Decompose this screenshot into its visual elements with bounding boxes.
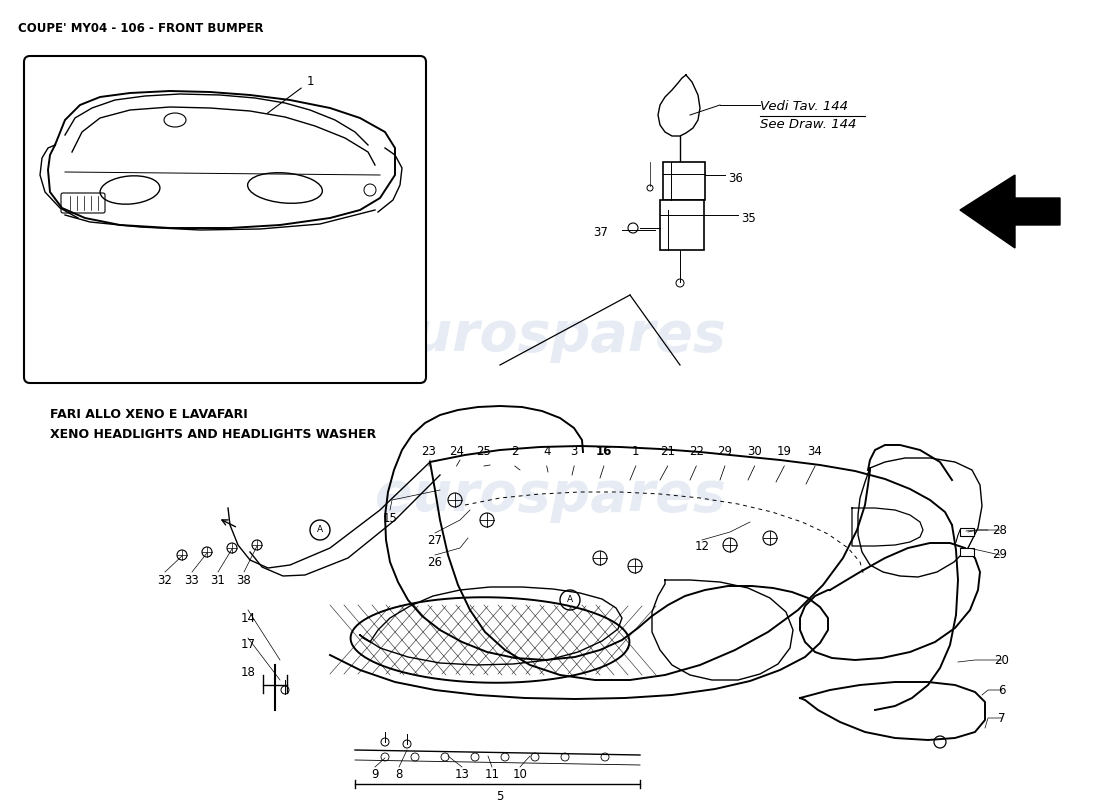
Text: 4: 4 [543, 446, 550, 458]
Text: 15: 15 [383, 511, 397, 525]
Text: 24: 24 [449, 446, 464, 458]
Text: 20: 20 [994, 654, 1010, 666]
Text: 29: 29 [717, 446, 733, 458]
Text: A: A [566, 595, 573, 605]
Text: 33: 33 [185, 574, 199, 586]
Text: 12: 12 [694, 539, 710, 553]
Text: 36: 36 [728, 171, 743, 185]
Text: 19: 19 [777, 446, 792, 458]
Text: 31: 31 [210, 574, 225, 586]
Text: 1: 1 [267, 75, 314, 114]
Text: 35: 35 [741, 211, 756, 225]
Text: 34: 34 [807, 446, 823, 458]
Text: 26: 26 [428, 555, 442, 569]
Text: 32: 32 [157, 574, 173, 586]
Text: 10: 10 [513, 769, 527, 782]
Text: 8: 8 [395, 769, 403, 782]
Text: 22: 22 [689, 446, 704, 458]
Text: XENO HEADLIGHTS AND HEADLIGHTS WASHER: XENO HEADLIGHTS AND HEADLIGHTS WASHER [50, 428, 376, 441]
Text: 5: 5 [496, 790, 504, 800]
Text: 6: 6 [999, 683, 1005, 697]
Text: 16: 16 [596, 446, 612, 458]
Text: FARI ALLO XENO E LAVAFARI: FARI ALLO XENO E LAVAFARI [50, 408, 248, 421]
Text: 7: 7 [999, 711, 1005, 725]
FancyBboxPatch shape [24, 56, 426, 383]
Text: 30: 30 [747, 446, 762, 458]
Text: Vedi Tav. 144: Vedi Tav. 144 [760, 100, 848, 113]
Text: 37: 37 [593, 226, 608, 239]
Bar [663, 162, 705, 200]
Text: 23: 23 [421, 446, 437, 458]
Text: COUPE' MY04 - 106 - FRONT BUMPER: COUPE' MY04 - 106 - FRONT BUMPER [18, 22, 264, 35]
Text: See Draw. 144: See Draw. 144 [760, 118, 857, 131]
Text: 17: 17 [241, 638, 255, 651]
Text: A: A [317, 526, 323, 534]
Text: 2: 2 [512, 446, 518, 458]
Text: 13: 13 [454, 769, 470, 782]
Text: eurospares: eurospares [375, 469, 725, 523]
Text: 25: 25 [476, 446, 492, 458]
Text: 28: 28 [992, 523, 1008, 537]
Text: 3: 3 [571, 446, 578, 458]
Text: 18: 18 [241, 666, 255, 678]
Polygon shape [960, 175, 1060, 248]
Text: 9: 9 [372, 769, 378, 782]
Bar [960, 528, 974, 536]
Text: 38: 38 [236, 574, 252, 586]
Text: 27: 27 [428, 534, 442, 546]
Bar [660, 200, 704, 250]
Text: eurospares: eurospares [375, 309, 725, 363]
Bar [960, 548, 974, 556]
Text: 14: 14 [241, 611, 255, 625]
Text: 11: 11 [484, 769, 499, 782]
Text: 21: 21 [660, 446, 675, 458]
Text: 1: 1 [632, 446, 639, 458]
Text: 29: 29 [992, 549, 1008, 562]
